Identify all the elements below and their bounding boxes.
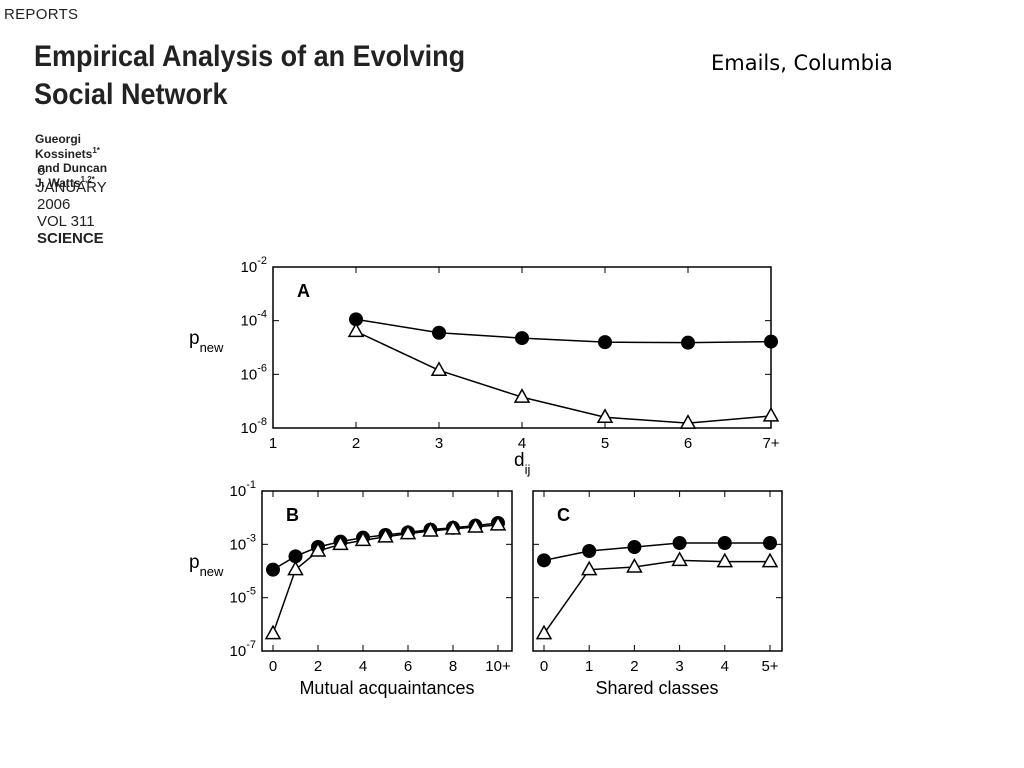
data-point-triangle bbox=[332, 535, 349, 551]
panel-letter: A bbox=[297, 281, 310, 301]
x-axis-label: Mutual acquaintances bbox=[299, 678, 474, 698]
data-point-triangle bbox=[467, 517, 484, 533]
x-tick-label: 2 bbox=[630, 658, 638, 675]
x-axis-label: dij bbox=[514, 450, 530, 477]
author-2: Duncan J. Watts bbox=[35, 161, 108, 190]
publication-volume: VOL 311 bbox=[37, 213, 95, 230]
data-point-triangle bbox=[513, 388, 531, 403]
series-line bbox=[355, 318, 772, 344]
x-tick-label: 0 bbox=[540, 658, 548, 675]
y-tick-label: 10-7 bbox=[230, 639, 256, 660]
x-tick-label: 1 bbox=[269, 435, 277, 452]
plot-frame bbox=[272, 266, 772, 429]
data-point-triangle bbox=[626, 557, 643, 573]
x-tick-label: 6 bbox=[684, 435, 692, 452]
publication-line: 6 JANUARY 2006 VOL 311 SCIENCE bbox=[37, 162, 118, 247]
data-point-triangle bbox=[716, 552, 734, 568]
x-tick-label: 5+ bbox=[761, 658, 778, 675]
x-tick-label: 3 bbox=[675, 658, 683, 675]
data-point-triangle bbox=[671, 551, 688, 567]
author-1: Gueorgi Kossinets bbox=[35, 132, 93, 161]
y-tick-label: 10-4 bbox=[241, 309, 267, 330]
x-tick-label: 2 bbox=[314, 658, 322, 675]
journal-name: SCIENCE bbox=[37, 230, 104, 247]
data-point-triangle bbox=[761, 552, 779, 568]
series-line bbox=[543, 559, 770, 635]
y-tick-label: 10-2 bbox=[241, 255, 267, 276]
publication-date: 6 JANUARY 2006 bbox=[37, 162, 107, 213]
data-point-triangle bbox=[309, 541, 327, 557]
data-point-triangle bbox=[535, 624, 553, 640]
data-point-triangle bbox=[264, 624, 282, 640]
x-tick-label: 3 bbox=[435, 435, 443, 452]
data-point-circle bbox=[717, 536, 732, 550]
data-point-triangle bbox=[399, 524, 417, 540]
panel-letter: C bbox=[557, 505, 570, 525]
data-point-triangle bbox=[489, 515, 507, 531]
paper-title: Empirical Analysis of an Evolving Social… bbox=[34, 40, 466, 111]
data-point-triangle bbox=[430, 361, 448, 377]
data-point-circle bbox=[582, 544, 597, 558]
data-point-triangle bbox=[354, 531, 372, 547]
data-point-triangle bbox=[580, 560, 598, 576]
data-point-triangle bbox=[287, 560, 304, 576]
y-axis-label: pnew bbox=[189, 328, 224, 355]
data-point-circle bbox=[627, 540, 642, 554]
series-line bbox=[543, 542, 770, 562]
plot-frame bbox=[532, 490, 783, 652]
x-tick-label: 4 bbox=[721, 658, 729, 675]
x-tick-label: 8 bbox=[449, 658, 457, 675]
section-label: REPORTS bbox=[4, 6, 79, 23]
data-point-circle bbox=[763, 536, 777, 550]
y-tick-label: 10-5 bbox=[230, 586, 256, 607]
y-tick-label: 10-6 bbox=[241, 362, 267, 383]
x-tick-label: 7+ bbox=[762, 435, 779, 452]
series-line bbox=[355, 330, 772, 424]
x-tick-label: 4 bbox=[518, 435, 526, 452]
data-point-circle bbox=[672, 536, 687, 550]
data-point-triangle bbox=[422, 521, 439, 537]
author-joiner: and bbox=[35, 161, 64, 175]
x-tick-label: 6 bbox=[404, 658, 412, 675]
y-tick-label: 10-1 bbox=[230, 479, 256, 500]
x-tick-label: 10+ bbox=[485, 658, 511, 675]
author-1-affiliation: 1* bbox=[92, 146, 100, 155]
authors: Gueorgi Kossinets1* and Duncan J. Watts1… bbox=[35, 132, 107, 190]
data-point-circle bbox=[515, 331, 529, 346]
data-point-circle bbox=[681, 335, 695, 350]
x-tick-label: 2 bbox=[352, 435, 360, 452]
plot-frame bbox=[261, 490, 513, 652]
slide-caption: Emails, Columbia bbox=[711, 51, 893, 75]
panel-c: 0 1 2 3 4 5+ C Shared classes bbox=[532, 490, 783, 698]
data-point-triangle bbox=[762, 406, 780, 422]
x-tick-label: 0 bbox=[269, 658, 277, 675]
author-2-affiliation: 1,2* bbox=[80, 175, 95, 184]
x-tick-label: 5 bbox=[601, 435, 609, 452]
data-point-circle bbox=[266, 562, 280, 577]
y-tick-label: 10-3 bbox=[230, 532, 256, 553]
data-point-triangle bbox=[377, 527, 394, 543]
data-point-circle bbox=[432, 325, 446, 340]
data-point-triangle bbox=[596, 408, 614, 424]
data-point-circle bbox=[598, 335, 612, 350]
panel-letter: B bbox=[286, 505, 299, 525]
y-tick-label: 10-8 bbox=[241, 416, 267, 437]
x-tick-label: 4 bbox=[359, 658, 367, 675]
x-tick-label: 1 bbox=[585, 658, 593, 675]
data-point-triangle bbox=[444, 519, 462, 535]
y-axis-label: pnew bbox=[189, 552, 224, 579]
x-axis-label: Shared classes bbox=[595, 678, 718, 698]
data-point-triangle bbox=[679, 414, 697, 429]
data-point-circle bbox=[537, 553, 551, 568]
data-point-circle bbox=[764, 334, 778, 349]
data-point-triangle bbox=[347, 322, 365, 338]
